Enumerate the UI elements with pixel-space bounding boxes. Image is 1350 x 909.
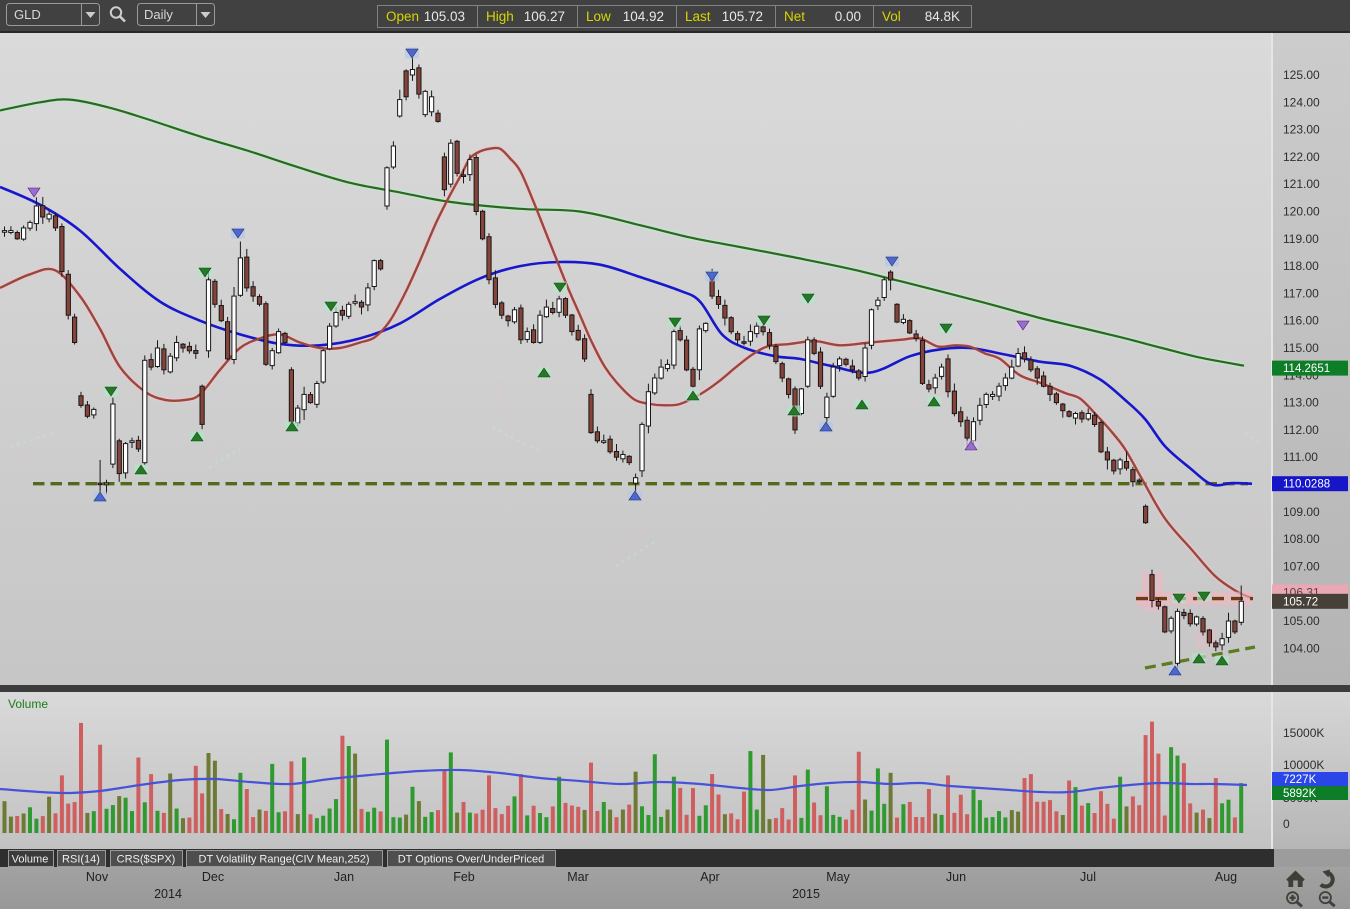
svg-text:10000K: 10000K [1283, 758, 1324, 772]
svg-text:Vol: Vol [882, 9, 901, 24]
svg-text:107.00: 107.00 [1283, 559, 1320, 573]
svg-text:119.00: 119.00 [1283, 232, 1319, 246]
svg-text:2015: 2015 [792, 887, 820, 901]
svg-text:5892K: 5892K [1283, 788, 1317, 800]
svg-text:112.00: 112.00 [1283, 423, 1319, 437]
svg-text:124.00: 124.00 [1283, 95, 1320, 109]
svg-text:RSI(14): RSI(14) [62, 854, 100, 866]
svg-text:125.00: 125.00 [1283, 68, 1320, 82]
svg-text:Jan: Jan [334, 870, 354, 884]
svg-text:Volume: Volume [8, 697, 48, 711]
svg-text:Jun: Jun [946, 870, 966, 884]
svg-text:106.27: 106.27 [524, 9, 565, 24]
svg-text:105.00: 105.00 [1283, 614, 1320, 628]
svg-text:May: May [826, 870, 850, 884]
svg-text:Open: Open [386, 9, 419, 24]
svg-text:High: High [486, 9, 514, 24]
svg-text:DT Volatility Range(CIV Mean,2: DT Volatility Range(CIV Mean,252) [199, 854, 370, 866]
svg-text:110.0288: 110.0288 [1283, 479, 1330, 491]
svg-text:105.03: 105.03 [424, 9, 465, 24]
svg-text:Low: Low [586, 9, 611, 24]
svg-text:84.8K: 84.8K [925, 9, 960, 24]
svg-text:DT Options Over/UnderPriced: DT Options Over/UnderPriced [398, 854, 545, 866]
svg-text:118.00: 118.00 [1283, 259, 1319, 273]
svg-text:Daily: Daily [144, 7, 173, 22]
svg-text:114.2651: 114.2651 [1283, 363, 1330, 375]
svg-text:105.72: 105.72 [1283, 596, 1318, 608]
svg-text:Feb: Feb [453, 870, 475, 884]
svg-text:120.00: 120.00 [1283, 205, 1320, 219]
svg-text:Apr: Apr [700, 870, 719, 884]
svg-text:GLD: GLD [14, 7, 41, 22]
svg-text:Volume: Volume [12, 854, 49, 866]
svg-text:123.00: 123.00 [1283, 123, 1320, 137]
svg-text:Nov: Nov [86, 870, 109, 884]
svg-text:0: 0 [1283, 817, 1290, 831]
svg-text:Dec: Dec [202, 870, 224, 884]
svg-text:15000K: 15000K [1283, 726, 1324, 740]
svg-text:104.92: 104.92 [623, 9, 664, 24]
svg-text:122.00: 122.00 [1283, 150, 1320, 164]
svg-text:104.00: 104.00 [1283, 641, 1320, 655]
svg-text:116.00: 116.00 [1283, 314, 1319, 328]
svg-text:115.00: 115.00 [1283, 341, 1319, 355]
svg-text:Aug: Aug [1215, 870, 1237, 884]
svg-text:111.00: 111.00 [1283, 450, 1318, 464]
svg-text:2014: 2014 [154, 887, 182, 901]
svg-text:121.00: 121.00 [1283, 177, 1320, 191]
svg-text:105.72: 105.72 [722, 9, 763, 24]
svg-text:7227K: 7227K [1283, 774, 1317, 786]
svg-text:113.00: 113.00 [1283, 396, 1319, 410]
svg-text:0.00: 0.00 [835, 9, 861, 24]
svg-text:117.00: 117.00 [1283, 286, 1319, 300]
svg-text:Jul: Jul [1080, 870, 1096, 884]
svg-text:Net: Net [784, 9, 805, 24]
svg-text:Mar: Mar [567, 870, 589, 884]
svg-text:109.00: 109.00 [1283, 505, 1320, 519]
svg-text:Last: Last [685, 9, 711, 24]
svg-text:108.00: 108.00 [1283, 532, 1320, 546]
svg-text:CRS($SPX): CRS($SPX) [117, 854, 176, 866]
